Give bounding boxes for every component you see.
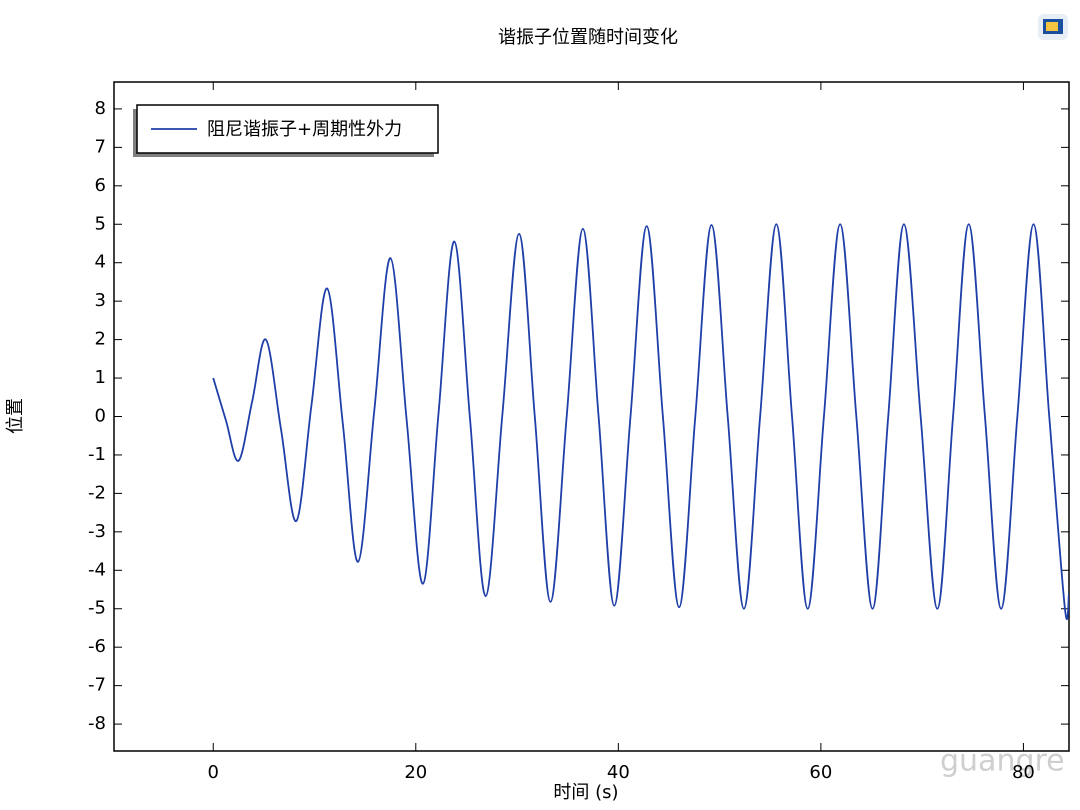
- plot-frame: [113, 81, 1070, 752]
- y-tick-label: -7: [88, 675, 106, 696]
- app-icon: [1038, 14, 1068, 40]
- y-tick-label: 4: [95, 252, 106, 273]
- x-axis-label: 时间 (s): [553, 782, 618, 803]
- watermark: guangre: [940, 744, 1065, 779]
- x-tick-label: 20: [404, 762, 427, 783]
- y-tick-label: 2: [95, 329, 106, 350]
- y-tick-label: -2: [88, 482, 106, 503]
- y-tick-label: -3: [88, 521, 106, 542]
- y-tick-label: -5: [88, 598, 106, 619]
- y-axis-label: 位置: [5, 398, 26, 434]
- y-tick-label: 5: [95, 213, 106, 234]
- y-tick-label: 7: [95, 136, 106, 157]
- data-line: [212, 223, 1069, 620]
- y-tick-label: 1: [95, 367, 106, 388]
- plot-area: [212, 223, 1069, 620]
- y-tick-label: -4: [88, 559, 106, 580]
- y-tick-label: -6: [88, 636, 106, 657]
- y-tick-label: 8: [95, 98, 106, 119]
- y-tick-label: 6: [95, 175, 106, 196]
- x-tick-label: 0: [208, 762, 219, 783]
- y-tick-label: -8: [88, 713, 106, 734]
- y-tick-label: 0: [95, 406, 106, 427]
- y-tick-label: -1: [88, 444, 106, 465]
- chart-title: 谐振子位置随时间变化: [498, 27, 678, 48]
- y-tick-label: 3: [95, 290, 106, 311]
- x-tick-label: 40: [607, 762, 630, 783]
- x-tick-label: 80: [1012, 762, 1035, 783]
- x-tick-label: 60: [809, 762, 832, 783]
- legend-label: 阻尼谐振子+周期性外力: [207, 119, 402, 140]
